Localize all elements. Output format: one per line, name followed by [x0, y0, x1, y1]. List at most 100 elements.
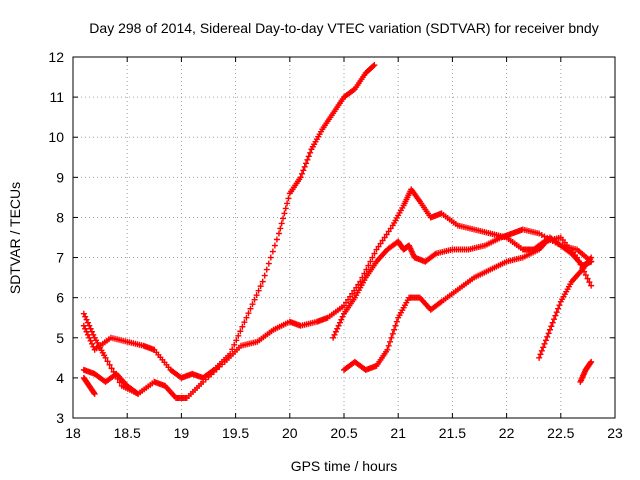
data-point	[304, 156, 311, 163]
data-point	[373, 246, 380, 253]
data-point	[84, 331, 91, 338]
data-point	[300, 167, 307, 174]
data-point	[104, 358, 111, 365]
data-point	[393, 318, 400, 325]
series-sat-d	[80, 374, 98, 397]
data-point	[542, 337, 549, 344]
series-sat-b	[80, 62, 378, 381]
data-point	[280, 215, 287, 222]
series-sat-a	[80, 186, 595, 401]
data-point	[330, 334, 337, 341]
x-tick-label: 23	[607, 425, 623, 441]
data-point	[343, 299, 350, 306]
series-sat-f	[341, 234, 595, 373]
data-point	[301, 163, 308, 170]
x-tick-label: 21.5	[439, 425, 466, 441]
data-point	[282, 205, 289, 212]
data-point	[80, 310, 87, 317]
x-tick-label: 18.5	[114, 425, 141, 441]
data-point	[233, 337, 240, 344]
data-point	[341, 302, 347, 309]
x-tick-label: 21	[390, 425, 406, 441]
data-point	[281, 210, 288, 217]
data-point	[349, 290, 356, 297]
data-point	[588, 358, 595, 365]
data-point	[297, 174, 304, 181]
series-sat-h	[577, 358, 595, 385]
data-point	[582, 272, 589, 279]
data-point	[247, 305, 254, 312]
series-sat-c	[80, 366, 142, 397]
data-point	[277, 225, 284, 232]
data-point	[87, 337, 94, 344]
data-point	[249, 301, 256, 308]
data-point	[555, 305, 562, 312]
data-point	[370, 63, 377, 70]
data-point	[83, 328, 90, 335]
data-point	[102, 354, 109, 361]
data-point	[251, 296, 258, 303]
x-tick-label: 19	[174, 425, 190, 441]
grid	[73, 57, 615, 418]
data-point	[332, 328, 339, 335]
data-point	[239, 323, 246, 330]
data-point	[269, 248, 276, 255]
data-point	[584, 275, 591, 282]
data-point	[271, 242, 278, 249]
data-point	[84, 319, 91, 326]
data-point	[387, 338, 394, 345]
y-tick-label: 6	[56, 290, 64, 306]
data-point	[334, 325, 341, 332]
y-tick-label: 5	[56, 330, 64, 346]
data-point	[357, 278, 364, 285]
data-point	[273, 236, 280, 243]
data-point	[235, 332, 242, 339]
data-point	[275, 230, 282, 237]
series-sat-e	[330, 226, 595, 341]
data-point	[385, 228, 392, 235]
x-tick-label: 22	[499, 425, 515, 441]
data-point	[237, 328, 244, 335]
data-point	[278, 220, 285, 227]
data-point	[336, 319, 343, 326]
data-point	[80, 322, 87, 329]
data-point	[88, 328, 95, 335]
data-point	[385, 342, 392, 349]
data-point	[377, 240, 384, 247]
y-tick-label: 8	[56, 209, 64, 225]
data-point	[545, 330, 552, 337]
data-point	[263, 266, 270, 273]
data-point	[553, 309, 560, 316]
data-point	[86, 334, 93, 341]
data-point	[391, 326, 398, 333]
data-point	[369, 254, 376, 261]
data-point	[303, 160, 310, 167]
data-point	[537, 351, 544, 358]
data-point	[83, 316, 90, 323]
data-point	[87, 325, 94, 332]
data-point	[384, 346, 391, 353]
data-point	[284, 200, 291, 207]
x-tick-label: 18	[65, 425, 81, 441]
data-point	[106, 361, 113, 368]
data-point	[375, 243, 382, 250]
data-point	[82, 325, 89, 332]
data-point	[548, 323, 555, 330]
data-points	[80, 62, 595, 401]
data-point	[338, 316, 345, 323]
chart-title: Day 298 of 2014, Sidereal Day-to-day VTE…	[89, 20, 598, 36]
x-tick-label: 19.5	[222, 425, 249, 441]
data-point	[108, 365, 115, 372]
data-point	[367, 258, 374, 265]
data-point	[91, 390, 98, 397]
data-point	[285, 195, 292, 202]
data-point	[345, 296, 352, 303]
data-point	[588, 254, 595, 261]
data-point	[90, 343, 97, 350]
data-point	[538, 347, 545, 354]
data-point	[265, 260, 272, 267]
data-point	[381, 234, 388, 241]
data-point	[383, 231, 390, 238]
data-point	[229, 346, 236, 353]
